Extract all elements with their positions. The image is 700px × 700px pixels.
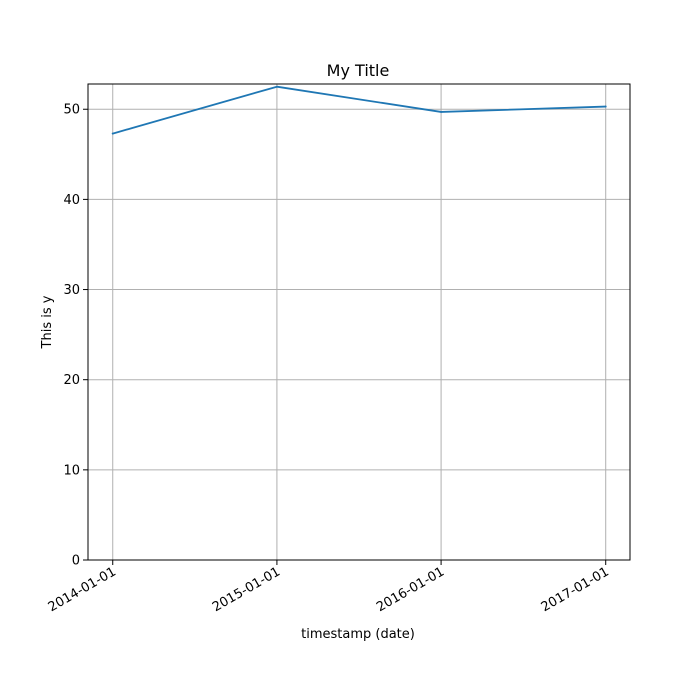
x-tick-label: 2014-01-01	[46, 564, 119, 615]
y-tick-label: 30	[63, 283, 80, 298]
data-point	[111, 132, 114, 135]
series-line	[111, 85, 607, 135]
y-tick-label: 10	[63, 463, 80, 478]
data-point	[604, 105, 607, 108]
chart-title: My Title	[327, 61, 390, 80]
y-tick-label: 20	[63, 373, 80, 388]
y-tick-label: 0	[72, 554, 80, 569]
x-tick-label: 2015-01-01	[210, 564, 283, 615]
series-layer	[111, 85, 607, 135]
x-tick-label: 2016-01-01	[374, 564, 447, 615]
x-axis-label: timestamp (date)	[301, 627, 415, 642]
ticks: 0 10 20 30 40 50 2014-01-01 2015-01-01 2016-01-0…	[46, 103, 612, 616]
grid	[88, 84, 630, 561]
plot-frame	[87, 83, 631, 561]
x-tick-label: 2017-01-01	[539, 564, 612, 615]
data-point	[276, 85, 278, 88]
y-tick-label: 40	[63, 193, 80, 208]
data-point	[440, 111, 442, 113]
y-axis-label: This is y	[40, 295, 55, 349]
y-tick-label: 50	[63, 103, 80, 118]
